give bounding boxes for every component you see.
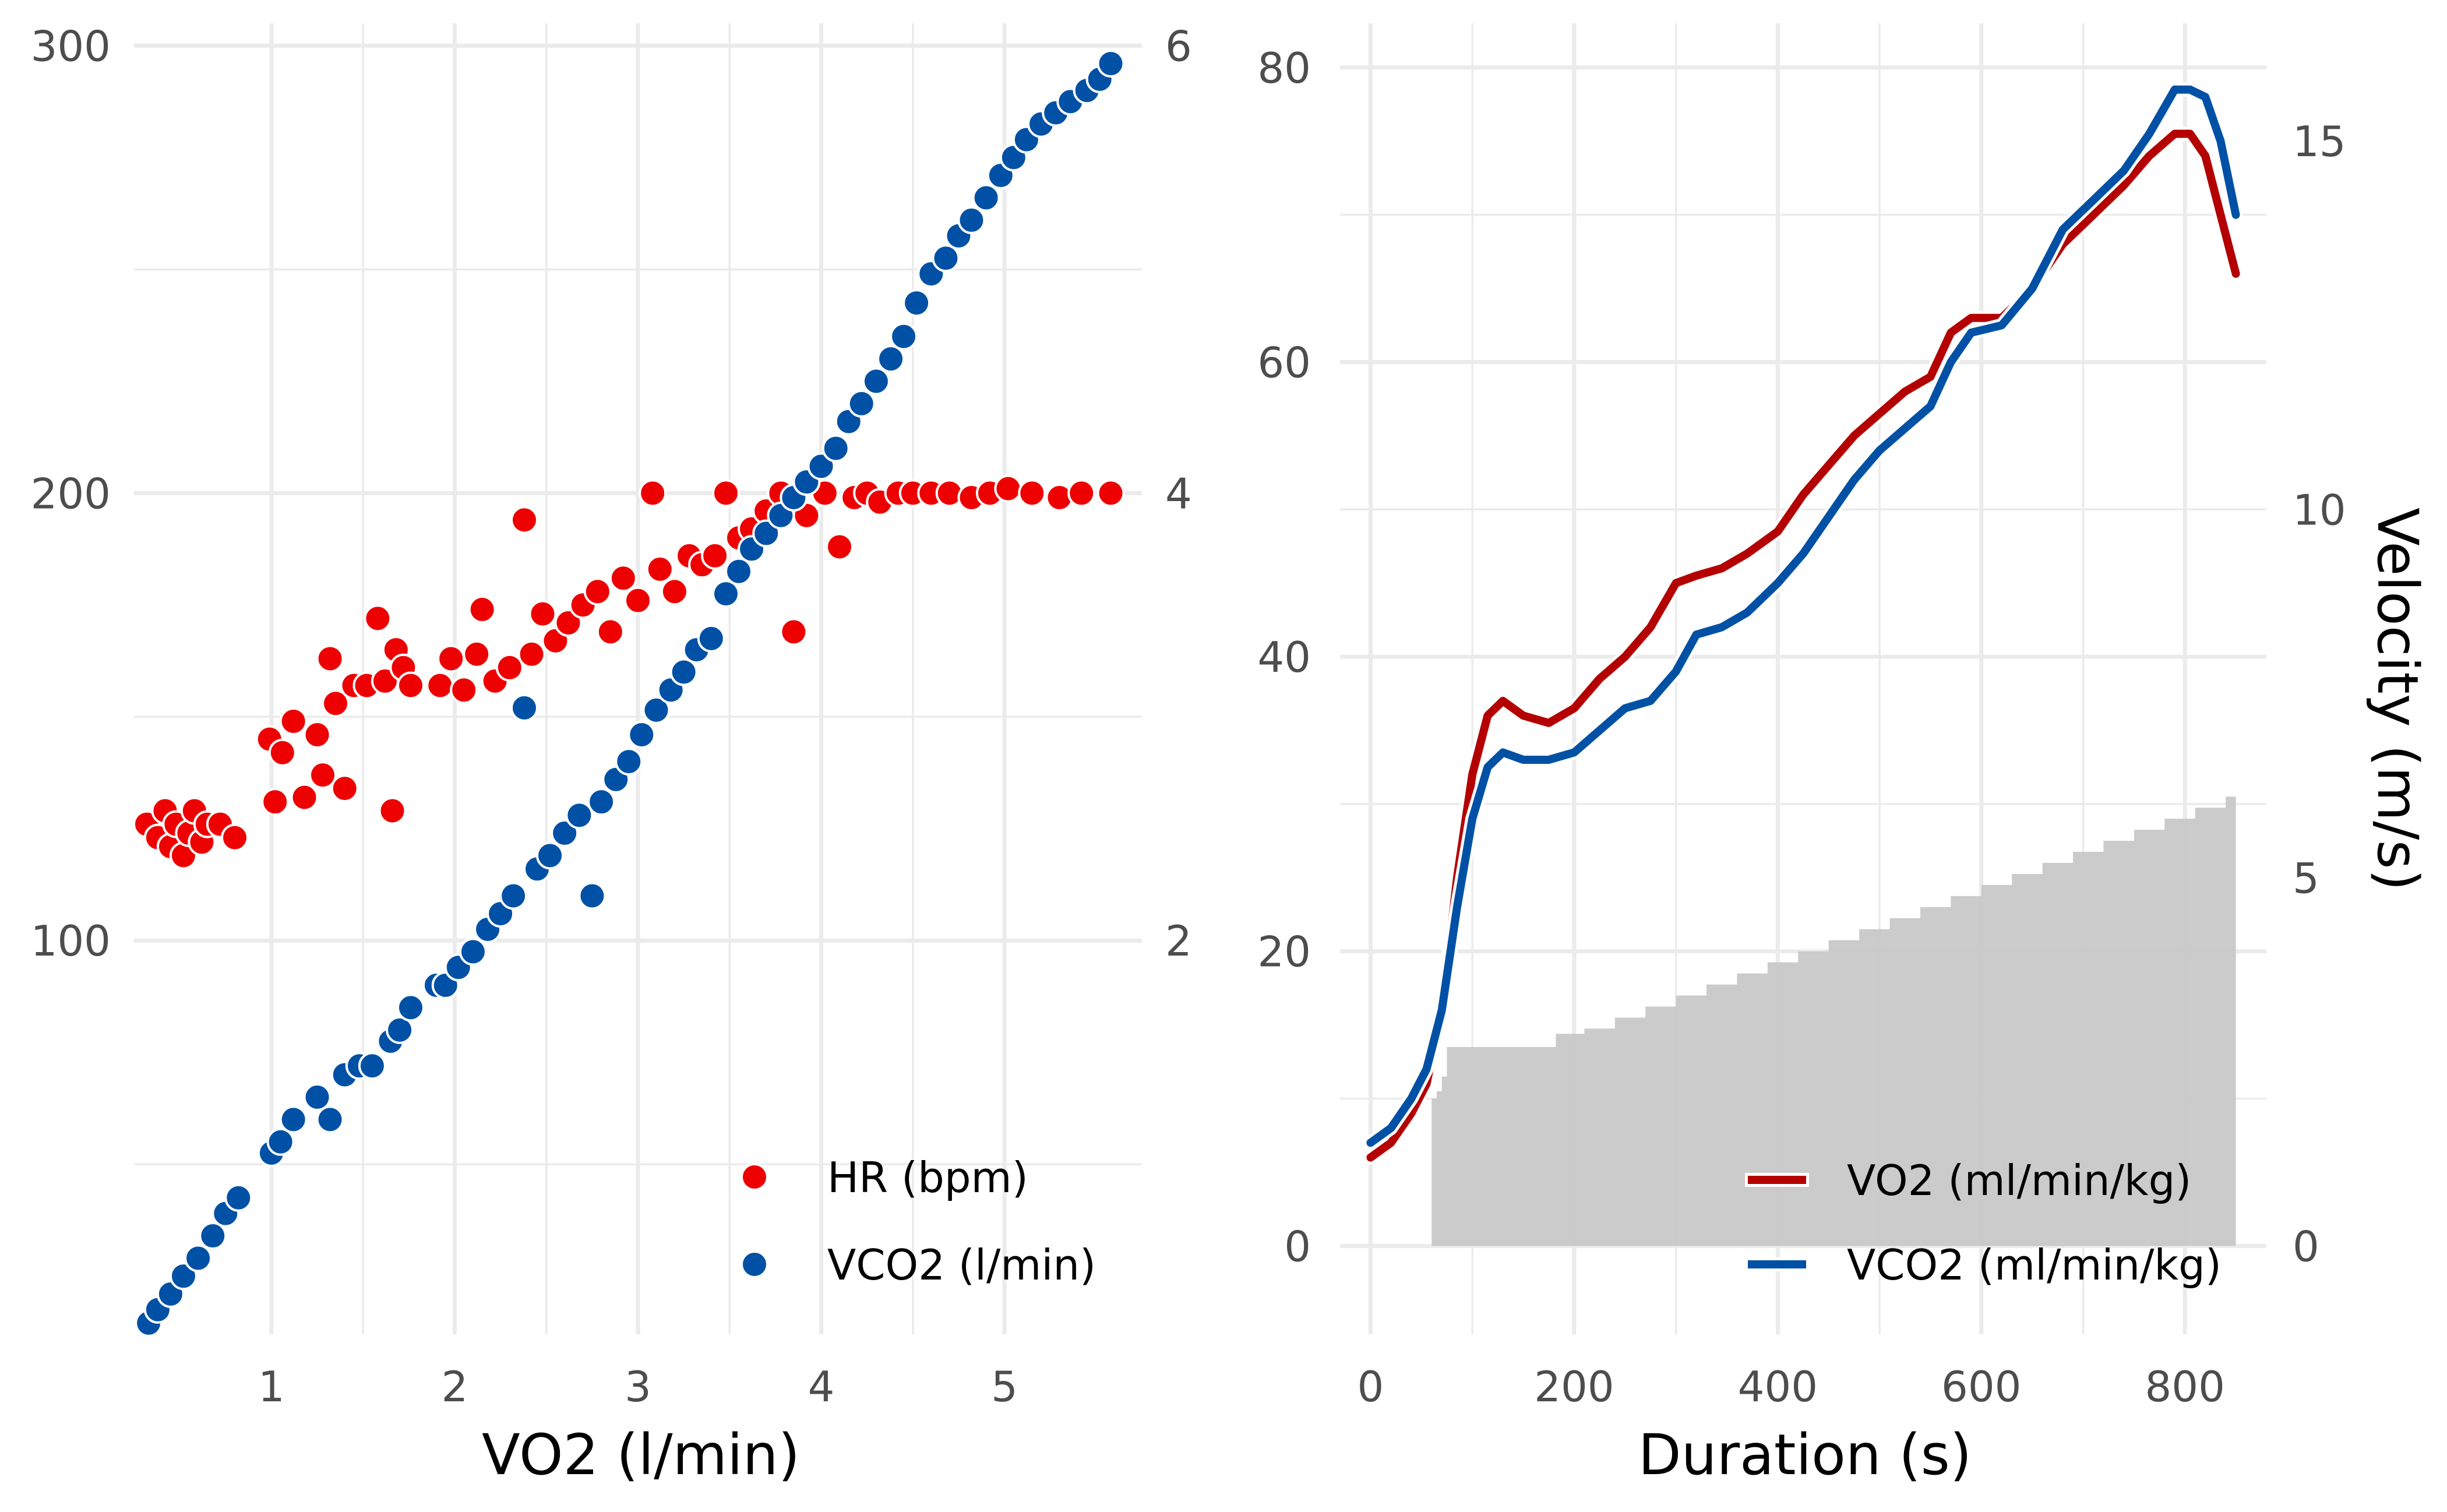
data-point [629, 722, 654, 748]
right-y2-tick-label: 10 [2293, 485, 2346, 534]
right-y-tick-label: 0 [1284, 1222, 1311, 1271]
data-point [365, 605, 390, 631]
data-point [537, 843, 563, 868]
left-panel-scatter: 100 200 300 2 4 6 1 2 3 4 5 VO2 (l/min) HR (bpm) VC… [31, 22, 1192, 1488]
data-point [451, 677, 477, 703]
data-point [781, 619, 806, 644]
data-point [519, 642, 545, 667]
data-point [974, 185, 999, 210]
data-point [611, 565, 636, 591]
data-point [281, 709, 306, 734]
data-point [332, 776, 358, 801]
left-y-tick-label: 100 [31, 917, 111, 965]
left-x-tick-label: 2 [442, 1362, 468, 1411]
right-secondary-y-axis-title: Velocity (m/s) [2365, 507, 2430, 891]
data-point [1019, 480, 1045, 506]
right-y2-tick-label: 0 [2293, 1222, 2319, 1271]
left-x-tick-label: 5 [991, 1362, 1018, 1411]
data-point [512, 695, 537, 721]
data-point [281, 1106, 306, 1132]
legend-key-dot [742, 1252, 767, 1277]
data-point [225, 1185, 251, 1211]
right-y2-tick-label: 5 [2293, 854, 2319, 903]
data-point [292, 784, 318, 810]
right-y-tick-label: 40 [1257, 633, 1311, 682]
data-point [625, 588, 651, 614]
data-point [647, 556, 673, 582]
data-point [262, 789, 288, 815]
data-point [464, 642, 489, 667]
data-point [318, 1106, 343, 1132]
data-point [460, 939, 486, 964]
left-x-tick-label: 3 [625, 1362, 651, 1411]
right-x-tick-label: 800 [2145, 1362, 2225, 1411]
left-y2-tick-label: 4 [1165, 469, 1192, 518]
right-y-tick-label: 60 [1257, 338, 1311, 387]
legend-label: VCO2 (l/min) [827, 1240, 1096, 1289]
data-point [438, 646, 464, 671]
data-point [702, 543, 728, 569]
data-point [1098, 51, 1124, 76]
data-point [380, 798, 406, 824]
right-x-tick-label: 400 [1738, 1362, 1818, 1411]
data-point [398, 673, 424, 699]
data-point [827, 534, 852, 559]
legend-label: HR (bpm) [827, 1153, 1028, 1202]
data-point [398, 995, 424, 1020]
series-vco2-points [136, 51, 1123, 1336]
data-point [662, 579, 687, 604]
data-point [616, 749, 641, 774]
data-point [891, 324, 916, 350]
legend-key-dot [742, 1164, 767, 1190]
data-point [995, 476, 1021, 502]
legend-label: VO2 (ml/min/kg) [1847, 1156, 2191, 1205]
left-x-axis-title: VO2 (l/min) [482, 1422, 800, 1488]
data-point [579, 883, 605, 908]
left-y2-tick-label: 2 [1165, 917, 1192, 965]
data-point [849, 391, 875, 417]
right-y-tick-label: 20 [1257, 928, 1311, 977]
data-point [904, 290, 929, 316]
data-point [305, 722, 330, 748]
left-x-tick-label: 4 [808, 1362, 835, 1411]
right-x-tick-label: 600 [1941, 1362, 2021, 1411]
data-point [585, 579, 611, 604]
data-point [427, 673, 453, 699]
data-point [318, 646, 343, 671]
data-point [1069, 480, 1094, 506]
data-point [359, 1053, 385, 1079]
data-point [713, 480, 739, 506]
right-y2-tick-label: 15 [2293, 117, 2346, 166]
left-y2-tick-label: 6 [1165, 22, 1192, 71]
data-point [500, 883, 526, 908]
right-y-tick-label: 80 [1257, 44, 1311, 93]
data-point [588, 789, 614, 815]
left-y-tick-label: 200 [31, 469, 111, 518]
data-point [1098, 480, 1124, 506]
left-x-tick-label: 1 [258, 1362, 285, 1411]
left-legend: HR (bpm) VCO2 (l/min) [742, 1153, 1096, 1289]
data-point [222, 825, 248, 851]
right-x-tick-label: 200 [1534, 1362, 1614, 1411]
data-point [470, 597, 495, 622]
left-scatter-points [134, 51, 1124, 1336]
data-point [185, 1245, 211, 1271]
data-point [530, 601, 555, 627]
left-y-tick-label: 300 [31, 22, 111, 71]
data-point [863, 368, 889, 394]
data-point [823, 436, 849, 461]
right-x-tick-label: 0 [1358, 1362, 1384, 1411]
data-point [640, 480, 665, 506]
data-point [270, 740, 295, 766]
data-point [512, 507, 537, 533]
legend-label: VCO2 (ml/min/kg) [1847, 1240, 2222, 1289]
right-x-axis-title: Duration (s) [1638, 1422, 1972, 1488]
data-point [598, 619, 623, 644]
series-hr-points [134, 476, 1124, 869]
data-point [958, 207, 984, 233]
data-point [699, 626, 724, 651]
